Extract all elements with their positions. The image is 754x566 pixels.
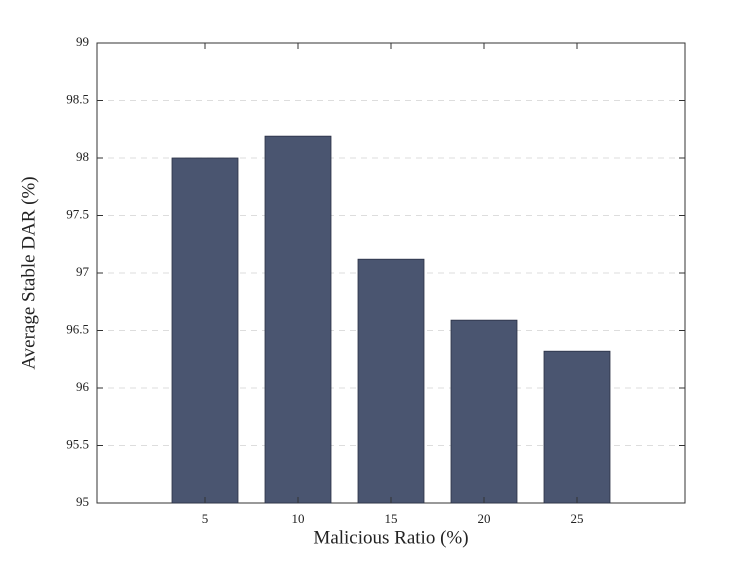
x-tick-label: 10	[292, 511, 305, 526]
x-axis-label: Malicious Ratio (%)	[313, 527, 468, 548]
y-tick-label: 96.5	[66, 321, 89, 336]
bar	[543, 350, 611, 504]
bar	[450, 319, 518, 504]
x-tick-label: 5	[202, 511, 209, 526]
y-tick-label: 99	[76, 34, 89, 49]
x-tick-label: 15	[385, 511, 398, 526]
y-tick-label: 96	[76, 379, 90, 394]
x-tick-label: 20	[478, 511, 491, 526]
bar	[171, 157, 239, 504]
y-tick-label: 97	[76, 264, 90, 279]
bar	[357, 258, 425, 504]
x-tick-label: 25	[571, 511, 584, 526]
y-tick-label: 98.5	[66, 91, 89, 106]
y-tick-label: 95	[76, 494, 89, 509]
y-tick-label: 95.5	[66, 436, 89, 451]
y-tick-label: 98	[76, 149, 89, 164]
y-axis-label: Average Stable DAR (%)	[18, 176, 39, 369]
bar	[264, 135, 332, 504]
y-tick-label: 97.5	[66, 206, 89, 221]
